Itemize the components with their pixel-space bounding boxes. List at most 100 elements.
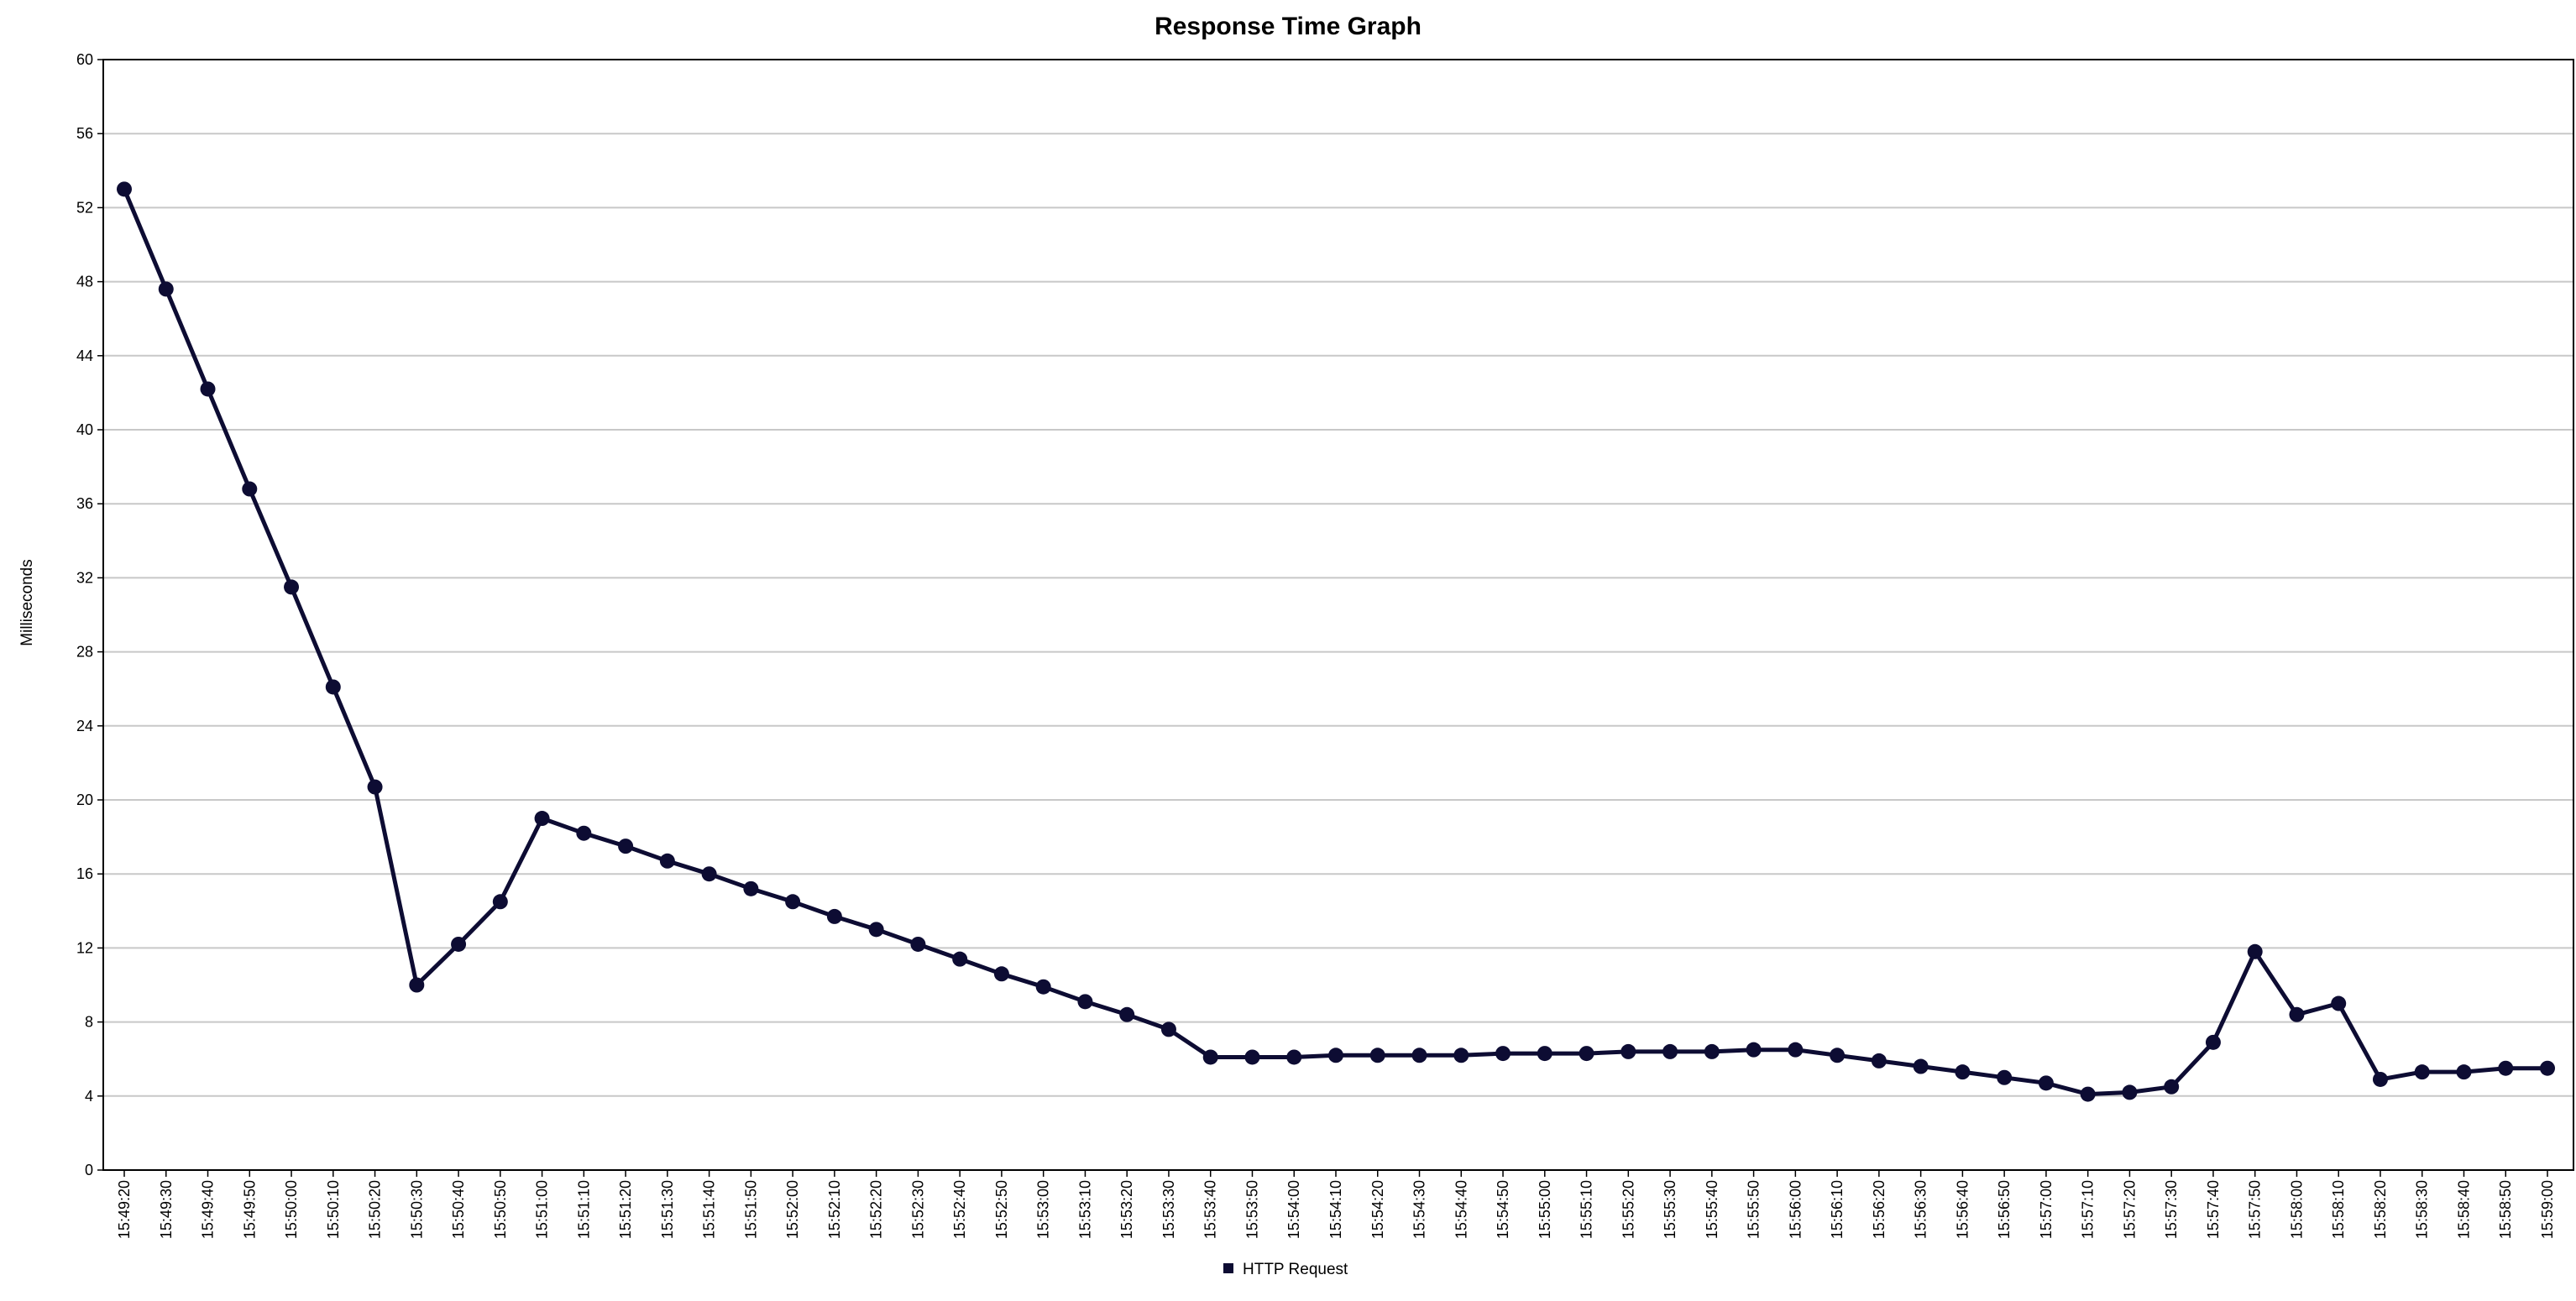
x-tick-label: 15:52:50 [993,1180,1010,1239]
data-point [2331,995,2347,1011]
x-tick-label: 15:57:10 [2080,1180,2097,1239]
y-tick-label: 60 [76,51,93,68]
y-tick-label: 36 [76,495,93,512]
data-point [1913,1058,1929,1074]
x-tick-label: 15:54:10 [1327,1180,1344,1239]
y-tick-label: 16 [76,865,93,882]
data-point [1746,1042,1762,1058]
y-tick-label: 32 [76,569,93,586]
x-tick-label: 15:53:50 [1243,1180,1260,1239]
data-point [2498,1060,2514,1076]
data-point [1369,1048,1385,1063]
data-point [1035,979,1051,995]
x-tick-label: 15:57:00 [2038,1180,2055,1239]
data-point [2540,1060,2555,1076]
x-tick-label: 15:56:30 [1913,1180,1929,1239]
x-tick-label: 15:56:40 [1954,1180,1971,1239]
data-point [1662,1043,1678,1059]
data-point [1997,1069,2013,1085]
data-point [1202,1049,1218,1065]
x-tick-label: 15:58:00 [2288,1180,2305,1239]
x-tick-label: 15:58:40 [2455,1180,2472,1239]
data-point [1830,1048,1846,1063]
data-point [158,281,174,297]
data-point [2205,1034,2221,1050]
y-tick-label: 0 [85,1162,93,1178]
data-point [242,481,258,497]
x-tick-label: 15:50:50 [492,1180,509,1239]
data-point [1286,1049,1302,1065]
data-point [451,936,467,952]
data-point [492,894,508,910]
y-tick-label: 24 [76,718,93,734]
data-point [826,908,842,924]
x-tick-label: 15:58:20 [2372,1180,2389,1239]
x-tick-label: 15:51:40 [701,1180,718,1239]
data-point [868,922,884,938]
x-tick-label: 15:51:20 [617,1180,634,1239]
data-point [2456,1064,2472,1080]
x-tick-label: 15:55:50 [1746,1180,1762,1239]
data-point [534,811,550,827]
data-point [1620,1043,1636,1059]
x-tick-label: 15:57:40 [2205,1180,2222,1239]
x-tick-label: 15:55:10 [1579,1180,1595,1239]
x-tick-label: 15:58:10 [2330,1180,2347,1239]
y-tick-label: 56 [76,125,93,142]
x-tick-label: 15:52:40 [951,1180,968,1239]
x-tick-label: 15:54:20 [1369,1180,1386,1239]
x-tick-label: 15:56:00 [1787,1180,1804,1239]
data-point [1788,1042,1804,1058]
x-tick-label: 15:52:00 [784,1180,801,1239]
chart-title: Response Time Graph [1154,13,1422,40]
data-point [284,579,300,595]
data-point [952,951,968,967]
data-point [2372,1071,2388,1087]
x-axis-ticks: 15:49:20 15:49:30 15:49:40 15:49:50 15:50:00… [116,1170,2556,1239]
x-tick-label: 15:52:30 [909,1180,926,1239]
plot-area-border [102,59,2574,1171]
x-tick-label: 15:57:30 [2163,1180,2180,1239]
x-tick-label: 15:56:50 [1996,1180,2013,1239]
x-tick-label: 15:51:00 [534,1180,551,1239]
legend-swatch [1223,1263,1233,1273]
series-layer [117,181,2555,1102]
x-tick-label: 15:49:50 [241,1180,258,1239]
x-tick-label: 15:53:20 [1118,1180,1135,1239]
data-point [2289,1006,2305,1022]
x-tick-label: 15:50:40 [450,1180,467,1239]
data-point [993,966,1009,982]
legend-label: HTTP Request [1243,1261,1348,1278]
data-point [1495,1046,1511,1062]
x-tick-label: 15:54:30 [1411,1180,1428,1239]
y-tick-label: 20 [76,792,93,808]
x-tick-label: 15:54:00 [1285,1180,1302,1239]
x-tick-label: 15:56:10 [1829,1180,1846,1239]
x-tick-label: 15:53:40 [1202,1180,1219,1239]
y-tick-label: 28 [76,644,93,661]
x-tick-label: 15:50:10 [325,1180,342,1239]
data-point [1955,1064,1971,1080]
data-point [1119,1006,1135,1022]
data-point [367,779,383,795]
data-point [1160,1021,1176,1037]
data-point [2122,1084,2138,1100]
x-tick-label: 15:53:30 [1160,1180,1177,1239]
data-point [2164,1079,2180,1095]
data-point [1579,1046,1594,1062]
data-point [1328,1048,1343,1063]
data-point [785,894,801,910]
x-tick-label: 15:54:40 [1453,1180,1469,1239]
data-point [576,825,592,841]
series-line [122,188,2547,1097]
data-point [200,381,216,397]
data-point [117,181,132,197]
x-tick-label: 15:51:50 [742,1180,759,1239]
y-tick-label: 44 [76,347,93,364]
data-point [2414,1064,2430,1080]
x-tick-label: 15:49:40 [200,1180,217,1239]
x-tick-label: 15:51:10 [575,1180,592,1239]
y-tick-label: 48 [76,274,93,290]
x-tick-label: 15:57:50 [2247,1180,2264,1239]
